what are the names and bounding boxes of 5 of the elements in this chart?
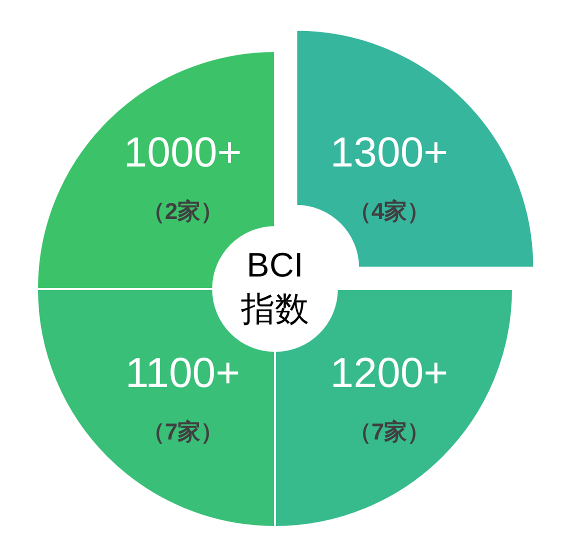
slice-label: 1200+ （7家）	[330, 348, 448, 445]
slice-label: 1000+ （2家）	[124, 128, 242, 224]
slice-label: 1100+ （7家）	[125, 348, 240, 445]
text: BCI 指数	[240, 246, 309, 328]
slice-label: 1300+ （4家）	[330, 128, 448, 224]
